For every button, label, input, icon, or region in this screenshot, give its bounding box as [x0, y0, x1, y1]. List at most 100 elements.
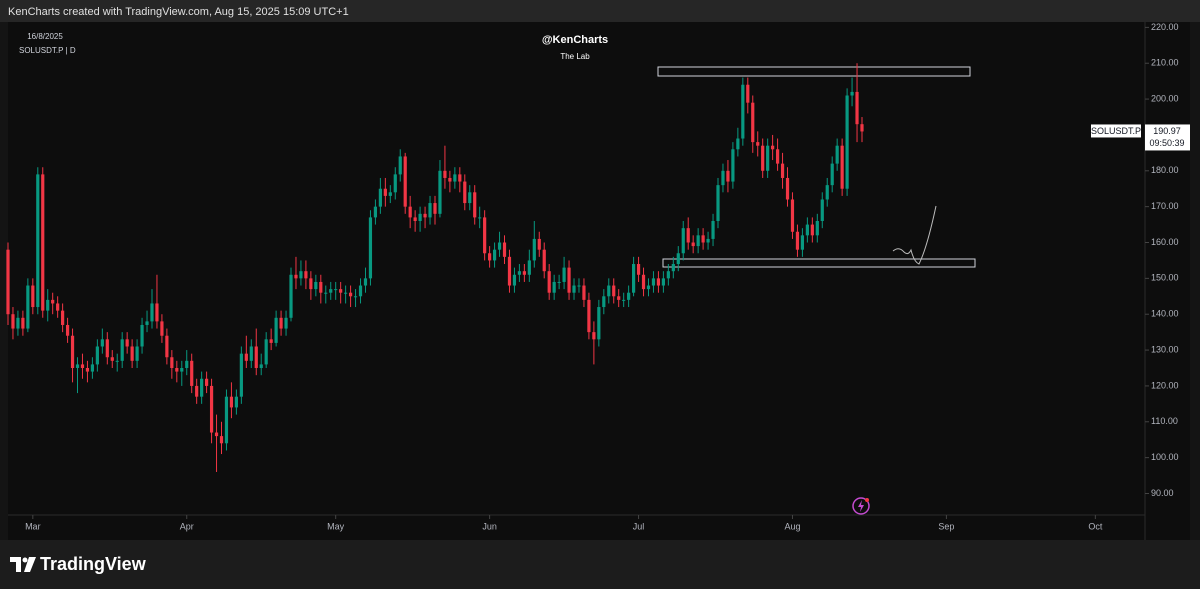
candle-body: [527, 260, 531, 275]
candle-body: [681, 228, 685, 254]
candle-body: [274, 317, 278, 343]
candle-body: [264, 339, 268, 365]
candle-body: [80, 364, 85, 368]
candle-body: [612, 285, 616, 297]
x-tick-label: Jul: [633, 521, 645, 531]
chart-subtitle: The Lab: [560, 52, 590, 61]
candle-body: [65, 324, 70, 336]
candle-body: [418, 213, 422, 221]
candle-body: [641, 274, 646, 290]
candle-body: [731, 149, 735, 182]
candle-body: [512, 274, 517, 286]
candle-body: [234, 396, 238, 408]
candle-body: [656, 278, 661, 286]
candle-body: [845, 95, 849, 189]
candle-body: [344, 292, 348, 294]
candle-body: [780, 163, 785, 178]
candle-body: [348, 292, 353, 297]
candle-body: [259, 364, 263, 368]
candle-body: [403, 156, 407, 207]
candle-body: [483, 217, 487, 254]
candle-body: [756, 142, 760, 146]
symbol: SOLUSDT.P | D: [19, 46, 76, 55]
candle-body: [11, 314, 15, 329]
candle-body: [353, 296, 358, 298]
candle-body: [646, 285, 651, 290]
candle-body: [562, 267, 566, 282]
candle-body: [711, 220, 715, 239]
support-box: [662, 258, 976, 268]
candle-body: [726, 170, 730, 182]
candle-body: [468, 192, 472, 204]
x-tick-label: Aug: [784, 521, 800, 531]
candle-body: [617, 296, 621, 300]
candle-body: [31, 285, 35, 308]
candle-body: [492, 249, 497, 261]
candle-body: [219, 436, 224, 444]
candle-body: [115, 360, 119, 362]
candle-body: [686, 228, 690, 243]
candle-body: [433, 203, 437, 214]
candle-body: [532, 238, 536, 261]
candle-body: [716, 185, 720, 221]
candle-body: [130, 346, 134, 361]
candle-body: [70, 335, 75, 368]
alert-icon[interactable]: [852, 497, 870, 515]
candle-body: [587, 299, 591, 333]
candle-body: [244, 353, 248, 361]
alert-circle[interactable]: [852, 497, 870, 515]
candle-body: [676, 253, 680, 265]
candle-body: [448, 177, 452, 182]
candle-body: [815, 220, 819, 236]
candle-body: [805, 224, 809, 236]
logo-mark: [10, 557, 21, 572]
logo-slash: [24, 557, 36, 572]
candle-body: [85, 367, 90, 372]
candle-body: [155, 303, 159, 322]
candle-body: [631, 264, 636, 293]
candle-body: [453, 174, 457, 182]
candle-body: [363, 278, 368, 286]
candle-body: [463, 181, 467, 204]
x-tick-label: May: [327, 521, 345, 531]
candle-body: [46, 299, 50, 311]
alert-dot[interactable]: [865, 498, 869, 502]
candle-body: [458, 174, 462, 182]
candle-body: [180, 367, 184, 372]
candle-body: [423, 213, 427, 218]
price-tag-box: [1145, 124, 1190, 151]
candle-body: [279, 317, 283, 329]
y-tick-label: 100.00: [1151, 452, 1179, 462]
x-tick-label: Apr: [180, 521, 194, 531]
candle-body: [746, 84, 750, 103]
candle-body: [855, 91, 859, 125]
candle-body: [170, 357, 174, 368]
candle-body: [36, 174, 40, 308]
candle-body: [567, 267, 571, 293]
candle-body: [185, 360, 189, 368]
y-tick-label: 140.00: [1151, 309, 1179, 319]
candle-body: [6, 249, 10, 315]
candle-body: [145, 321, 149, 325]
price-tag-countdown: 09:50:39: [1149, 138, 1184, 148]
candle-body: [229, 396, 234, 408]
candle-body: [771, 145, 775, 150]
candle-body: [56, 303, 60, 311]
candle-body: [542, 249, 546, 272]
footer-bar: [0, 540, 1200, 589]
footer-logo: [10, 557, 36, 572]
candle-body: [537, 238, 541, 250]
candle-body: [820, 199, 824, 221]
candle-body: [135, 346, 139, 361]
x-tick-label: Oct: [1088, 521, 1103, 531]
x-tick-label: Sep: [938, 521, 954, 531]
candle-body: [100, 339, 104, 347]
candle-body: [214, 432, 219, 437]
candle-body: [721, 170, 725, 186]
candle-body: [205, 378, 209, 386]
candle-body: [830, 163, 834, 186]
candle-body: [383, 188, 387, 196]
candle-body: [388, 192, 392, 196]
alert-bolt[interactable]: [858, 500, 864, 512]
